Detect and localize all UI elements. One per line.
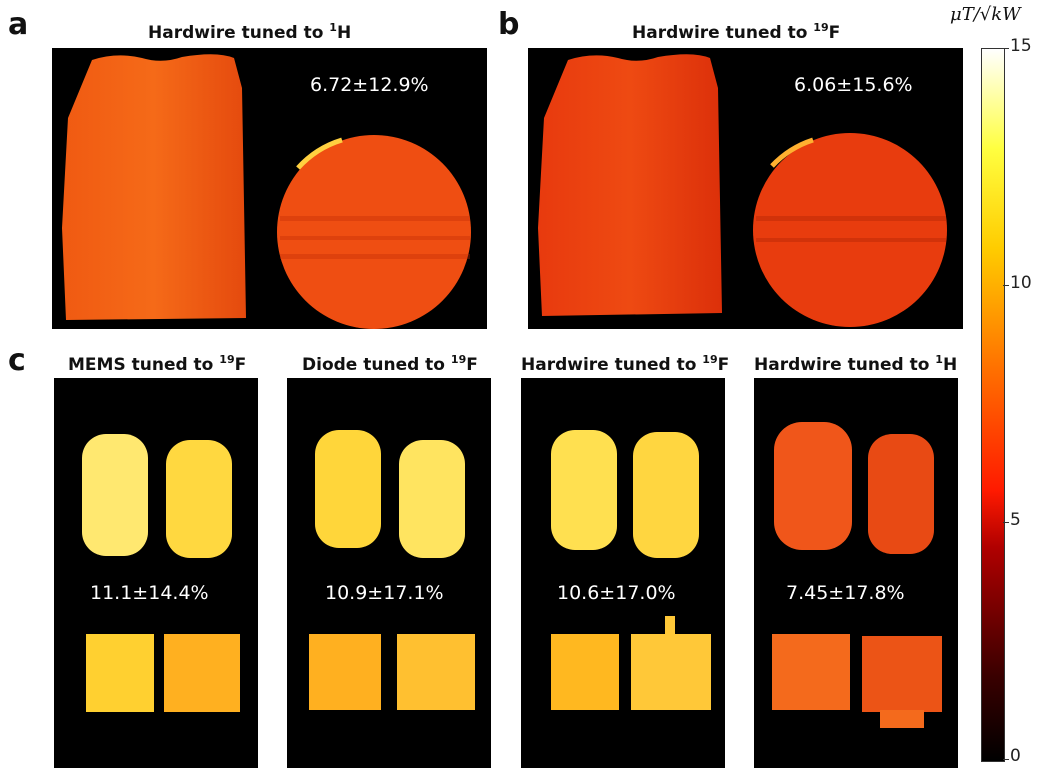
panel-c2-title-text: Diode tuned to [302, 355, 451, 375]
panel-c1-blob-tl [82, 434, 148, 556]
panel-a-isotope: H [336, 23, 352, 43]
panel-c1-map [82, 434, 240, 712]
panel-c4-blob-tr [868, 434, 934, 554]
panel-c3-blob-tr [633, 432, 699, 558]
panel-c3-map [551, 430, 711, 710]
panel-a-map [62, 54, 471, 329]
panel-c4-isotope-sup: 1 [935, 353, 943, 366]
panel-a-phantom-right [277, 135, 471, 329]
panel-c2-title: Diode tuned to 19F [302, 354, 478, 374]
panel-c2-map [309, 430, 475, 710]
panel-c4-blob-br [862, 636, 942, 712]
panel-b-stat: 6.06±15.6% [794, 74, 913, 96]
panel-b-isotope: F [828, 23, 841, 43]
panel-c2-blob-bl [309, 634, 381, 710]
panel-c2-blob-tr [399, 440, 465, 558]
panel-c1-blob-br [164, 634, 240, 712]
panel-c4-isotope: H [942, 355, 958, 375]
panel-c2-stat: 10.9±17.1% [325, 582, 444, 604]
panel-a-label: a [8, 7, 29, 42]
panel-c1-isotope-sup: 19 [219, 353, 235, 366]
panel-c2-blob-tl [315, 430, 381, 548]
colorbar-tick-15: 15 [1010, 36, 1032, 56]
panel-a-stat: 6.72±12.9% [310, 74, 429, 96]
panel-c3-blob-bl [551, 634, 619, 710]
panel-c3-isotope: F [717, 355, 730, 375]
panel-c3-isotope-sup: 19 [702, 353, 718, 366]
colorbar [981, 48, 1005, 762]
panel-c4-blob-bl [772, 634, 850, 710]
panel-c2-isotope: F [466, 355, 478, 375]
panel-c3-image: 10.6±17.0% [521, 378, 725, 768]
panel-c3-title: Hardwire tuned to 19F [521, 354, 729, 374]
panel-c4-stat: 7.45±17.8% [786, 582, 905, 604]
panel-c1-title-text: MEMS tuned to [68, 355, 220, 375]
colorbar-gradient [982, 49, 1004, 761]
panel-c1-blob-tr [166, 440, 232, 558]
panel-c4-blob-br-tab [880, 710, 924, 728]
panel-a-title: Hardwire tuned to 1H [148, 22, 351, 42]
panel-c1-title: MEMS tuned to 19F [68, 354, 246, 374]
panel-b-stripes [756, 216, 946, 242]
panel-c1-image: 11.1±14.4% [54, 378, 258, 768]
panel-a-isotope-sup: 1 [329, 21, 337, 34]
panel-b-phantom-right [753, 133, 947, 327]
colorbar-tick-5: 5 [1010, 510, 1021, 530]
panel-c3-blob-br [631, 634, 711, 710]
colorbar-tick-10: 10 [1010, 273, 1032, 293]
panel-c3-blob-br-tab [665, 616, 675, 636]
panel-b-title-text: Hardwire tuned to [632, 23, 814, 43]
panel-c3-title-text: Hardwire tuned to [521, 355, 703, 375]
panel-a-title-text: Hardwire tuned to [148, 23, 330, 43]
panel-c2-blob-br [397, 634, 475, 710]
panel-c4-blob-tl [774, 422, 852, 550]
panel-c1-blob-bl [86, 634, 154, 712]
panel-c3-blob-tl [551, 430, 617, 550]
panel-c3-stat: 10.6±17.0% [557, 582, 676, 604]
panel-c2-image: 10.9±17.1% [287, 378, 491, 768]
panel-c4-title-text: Hardwire tuned to [754, 355, 936, 375]
colorbar-tickmarks [1003, 48, 1009, 762]
panel-c1-isotope: F [234, 355, 247, 375]
colorbar-unit-label: μT/√kW [950, 4, 1021, 25]
panel-b-label: b [498, 7, 520, 42]
colorbar-tick-0: 0 [1010, 746, 1021, 766]
panel-a-image: 6.72±12.9% [52, 48, 487, 329]
panel-b-map [538, 54, 947, 327]
panel-a-edge-bright [296, 137, 343, 170]
panel-c4-title: Hardwire tuned to 1H [754, 354, 957, 374]
panel-b-title: Hardwire tuned to 19F [632, 22, 840, 42]
panel-c1-stat: 11.1±14.4% [90, 582, 209, 604]
panel-c4-map [772, 422, 942, 728]
panel-c2-isotope-sup: 19 [450, 353, 467, 366]
panel-b-edge-bright [770, 137, 814, 168]
panel-c4-image: 7.45±17.8% [754, 378, 958, 768]
panel-a-phantom-left [62, 54, 246, 320]
panel-a-stripes [280, 216, 470, 259]
panel-b-isotope-sup: 19 [813, 21, 829, 34]
panel-b-image: 6.06±15.6% [528, 48, 963, 329]
panel-c-label: c [8, 343, 26, 378]
panel-b-phantom-left [538, 54, 722, 316]
